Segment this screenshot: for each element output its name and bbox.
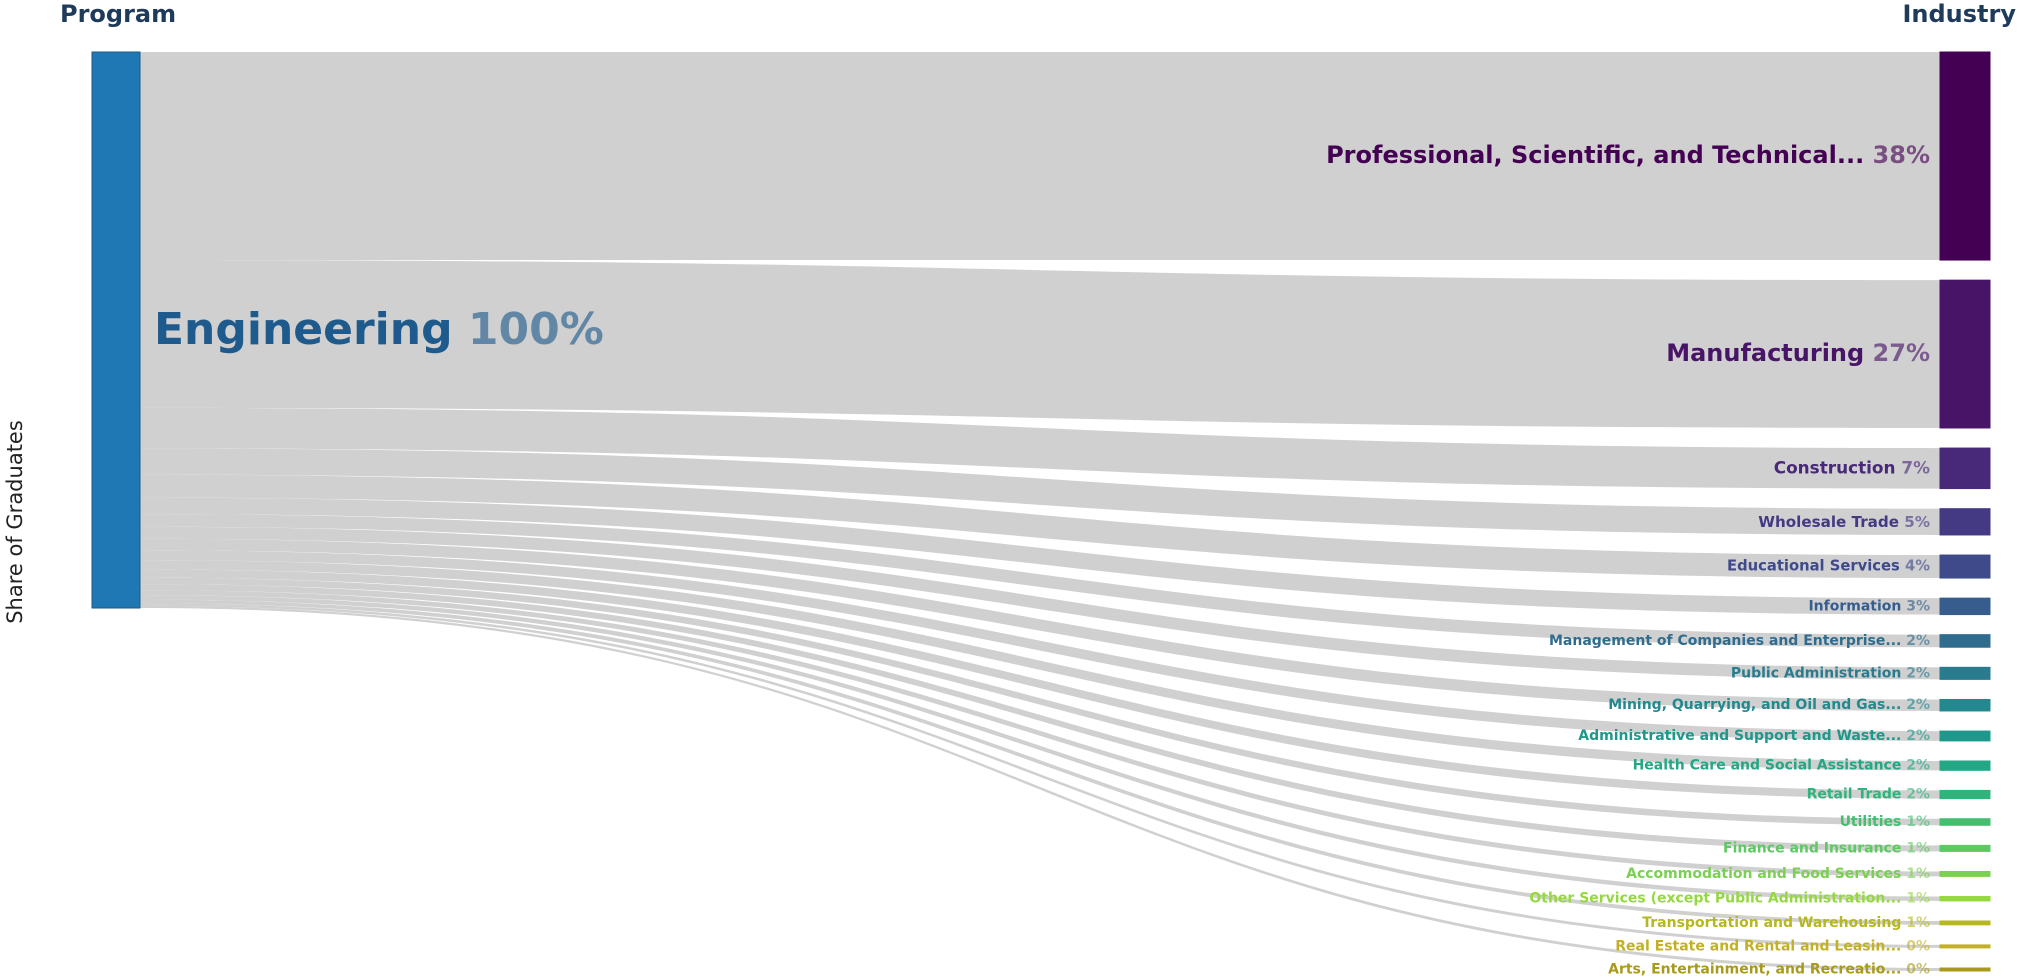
target-node-11: [1939, 789, 1991, 800]
link-10: [140, 560, 1940, 771]
link-18: [140, 605, 1940, 971]
link-11: [140, 569, 1940, 799]
target-label-6: Management of Companies and Enterprise..…: [1549, 633, 1930, 649]
target-label-17: Real Estate and Rental and Leasin... 0%: [1615, 938, 1930, 954]
link-8: [140, 538, 1940, 711]
y-axis-label: Share of Graduates: [3, 420, 27, 624]
target-node-18: [1939, 967, 1991, 972]
target-node-13: [1939, 844, 1991, 852]
target-label-9: Administrative and Support and Waste... …: [1578, 728, 1930, 744]
target-node-7: [1939, 666, 1991, 680]
target-label-0: Professional, Scientific, and Technical.…: [1326, 141, 1930, 169]
target-node-14: [1939, 870, 1991, 877]
target-label-14: Accommodation and Food Services 1%: [1626, 866, 1930, 882]
link-5: [140, 497, 1940, 615]
link-1: [140, 260, 1940, 428]
target-label-2: Construction 7%: [1774, 457, 1930, 477]
target-node-9: [1939, 730, 1991, 742]
target-label-3: Wholesale Trade 5%: [1758, 512, 1930, 530]
target-label-13: Finance and Insurance 1%: [1723, 840, 1930, 856]
link-17: [140, 603, 1940, 948]
link-2: [140, 407, 1940, 489]
target-node-10: [1939, 760, 1991, 771]
target-node-0: [1939, 51, 1991, 261]
source-label: Engineering 100%: [154, 304, 604, 355]
target-label-7: Public Administration 2%: [1731, 665, 1930, 681]
link-16: [140, 599, 1940, 925]
target-node-1: [1939, 279, 1991, 429]
target-node-16: [1939, 920, 1991, 926]
link-9: [140, 550, 1940, 741]
target-label-18: Arts, Entertainment, and Recreatio... 0%: [1608, 962, 1930, 978]
target-node-12: [1939, 818, 1991, 826]
target-node-4: [1939, 554, 1991, 579]
target-node-15: [1939, 896, 1991, 902]
target-label-16: Transportation and Warehousing 1%: [1642, 915, 1930, 931]
target-node-8: [1939, 698, 1991, 712]
link-13: [140, 584, 1940, 852]
target-node-3: [1939, 508, 1991, 536]
target-node-2: [1939, 447, 1991, 490]
target-label-11: Retail Trade 2%: [1807, 787, 1930, 803]
target-label-5: Information 3%: [1808, 598, 1930, 614]
link-4: [140, 474, 1940, 579]
link-3: [140, 448, 1940, 535]
target-label-12: Utilities 1%: [1840, 814, 1930, 830]
source-node: [91, 51, 141, 609]
link-6: [140, 514, 1940, 648]
link-14: [140, 590, 1940, 877]
target-label-1: Manufacturing 27%: [1666, 339, 1930, 367]
sankey-links: [140, 52, 1940, 971]
link-15: [140, 595, 1940, 901]
sankey-targets: Professional, Scientific, and Technical.…: [1326, 51, 1991, 978]
target-node-5: [1939, 597, 1991, 616]
target-node-6: [1939, 634, 1991, 648]
target-label-10: Health Care and Social Assistance 2%: [1633, 758, 1930, 774]
sankey-source: Engineering 100%: [91, 51, 604, 609]
link-12: [140, 577, 1940, 826]
target-label-8: Mining, Quarrying, and Oil and Gas... 2%: [1608, 697, 1930, 713]
target-label-4: Educational Services 4%: [1727, 558, 1930, 575]
target-label-15: Other Services (except Public Administra…: [1529, 891, 1930, 907]
industry-header: Industry: [1902, 0, 2016, 28]
link-0: [140, 52, 1940, 261]
program-header: Program: [60, 0, 176, 28]
link-7: [140, 526, 1940, 680]
target-node-17: [1939, 944, 1991, 949]
